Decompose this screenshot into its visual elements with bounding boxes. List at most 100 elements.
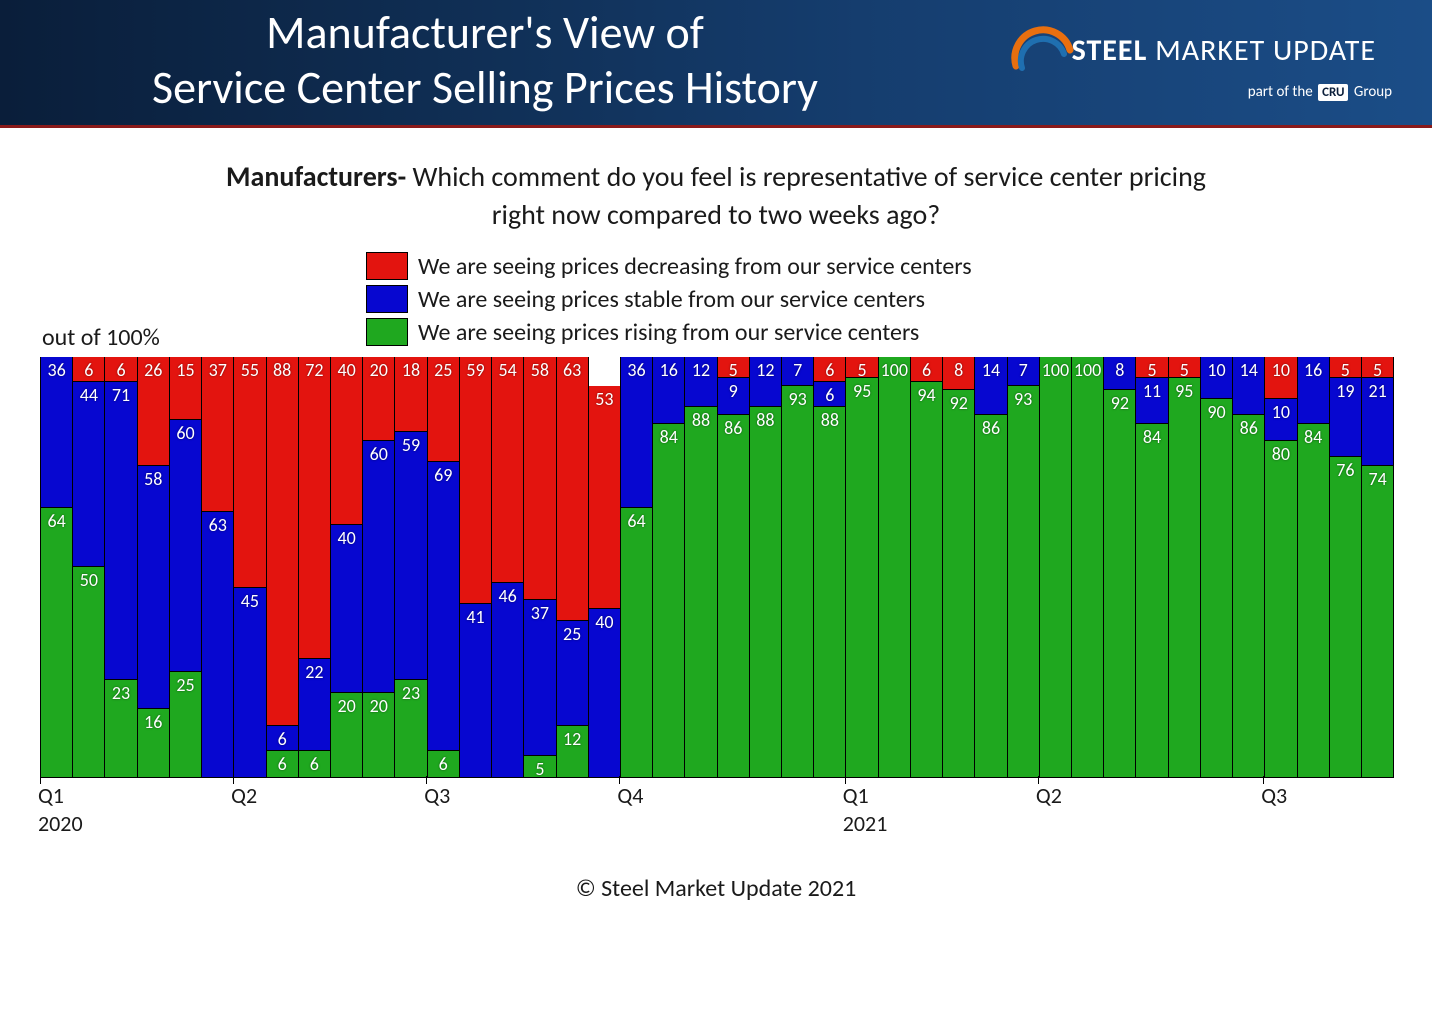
segment-red: 25 [428,357,459,462]
segment-green: 94 [911,382,942,777]
segment-blue: 71 [105,382,136,680]
segment-blue: 19 [1330,378,1361,458]
segment-red: 10 [1265,357,1296,399]
segment-blue: 11 [1136,378,1167,424]
segment-blue: 58 [138,466,169,710]
segment-value-label: 5 [858,359,867,381]
segment-blue: 14 [975,357,1006,416]
segment-value-label: 21 [1368,380,1386,402]
segment-value-label: 20 [337,695,355,717]
segment-green: 20 [363,693,394,777]
segment-green: 86 [1233,415,1264,776]
segment-green: 88 [750,407,781,777]
segment-value-label: 16 [660,359,678,381]
segment-value-label: 72 [305,359,323,381]
segment-value-label: 69 [434,464,452,486]
segment-value-label: 5 [1147,359,1156,381]
bar: 100 [879,357,911,777]
legend-label-decreasing: We are seeing prices decreasing from our… [418,252,972,281]
cru-badge: CRU [1318,84,1348,101]
segment-value-label: 20 [370,359,388,381]
segment-red: 55 [234,357,265,588]
segment-value-label: 22 [305,661,323,683]
segment-blue: 37 [524,600,555,755]
x-tick-label: Q2 [231,782,257,809]
segment-blue: 60 [363,441,394,693]
segment-green: 95 [1169,378,1200,777]
segment-value-label: 7 [793,359,802,381]
segment-blue: 22 [299,659,330,751]
segment-value-label: 41 [466,606,484,628]
segment-green: 6 [299,751,330,776]
segment-blue: 6 [267,726,298,751]
segment-red: 37 [202,357,233,512]
segment-red: 20 [363,357,394,441]
segment-red: 59 [460,357,491,605]
segment-blue: 8 [1104,357,1135,391]
segment-value-label: 25 [176,674,194,696]
segment-value-label: 88 [821,409,839,431]
segment-value-label: 59 [402,434,420,456]
segment-green: 84 [1298,424,1329,777]
bar: 41 59 [460,357,492,777]
segment-value-label: 26 [144,359,162,381]
segment-value-label: 53 [595,388,613,410]
bar: 165826 [138,357,170,777]
brand-logo: STEEL MARKET UPDATE part of the CRU Grou… [992,20,1392,101]
segment-red: 6 [814,357,845,382]
legend-swatch-decreasing [366,252,408,280]
logo-text-bold: STEEL [1072,32,1148,69]
segment-green: 100 [879,357,910,777]
segment-value-label: 7 [1019,359,1028,381]
segment-value-label: 19 [1336,380,1354,402]
logo-text-rest: MARKET UPDATE [1155,32,1376,69]
segment-green: 12 [557,726,588,776]
segment-blue: 25 [557,621,588,726]
segment-pad [589,357,620,386]
bar: 6436 [621,357,653,777]
bar: 8614 [975,357,1007,777]
bar: 801010 [1265,357,1297,777]
segment-green: 64 [41,508,72,777]
segment-blue: 44 [73,382,104,567]
segment-blue: 16 [653,357,684,424]
bar: 955 [846,357,878,777]
segment-value-label: 12 [692,359,710,381]
segment-value-label: 60 [370,443,388,465]
segment-green: 95 [846,378,877,777]
bar: 928 [943,357,975,777]
segment-value-label: 20 [370,695,388,717]
segment-blue: 59 [395,432,426,680]
segment-red: 72 [299,357,330,659]
segment-value-label: 6 [825,384,834,406]
segment-value-label: 5 [1373,359,1382,381]
segment-blue: 45 [234,588,265,777]
x-year-label: 2021 [843,810,888,837]
segment-value-label: 10 [1272,401,1290,423]
segment-value-label: 63 [563,359,581,381]
segment-blue: 6 [814,382,845,407]
bar: 100 [1040,357,1072,777]
segment-red: 5 [1136,357,1167,378]
bar: 937 [782,357,814,777]
bar: 955 [1169,357,1201,777]
bar: 84115 [1136,357,1168,777]
segment-value-label: 60 [176,422,194,444]
segment-red: 6 [73,357,104,382]
segment-value-label: 84 [1143,426,1161,448]
x-tick-label: Q2 [1036,782,1062,809]
x-tick-label: Q1 [38,782,64,809]
segment-value-label: 40 [337,359,355,381]
segment-blue: 63 [202,512,233,777]
segment-value-label: 90 [1207,401,1225,423]
segment-value-label: 36 [47,359,65,381]
bar: 946 [911,357,943,777]
segment-red: 18 [395,357,426,433]
x-year-label: 2020 [38,810,83,837]
segment-value-label: 6 [116,359,125,381]
segment-value-label: 59 [466,359,484,381]
segment-green: 84 [653,424,684,777]
bar: 235918 [395,357,427,777]
bar: 204040 [331,357,363,777]
segment-value-label: 45 [241,590,259,612]
